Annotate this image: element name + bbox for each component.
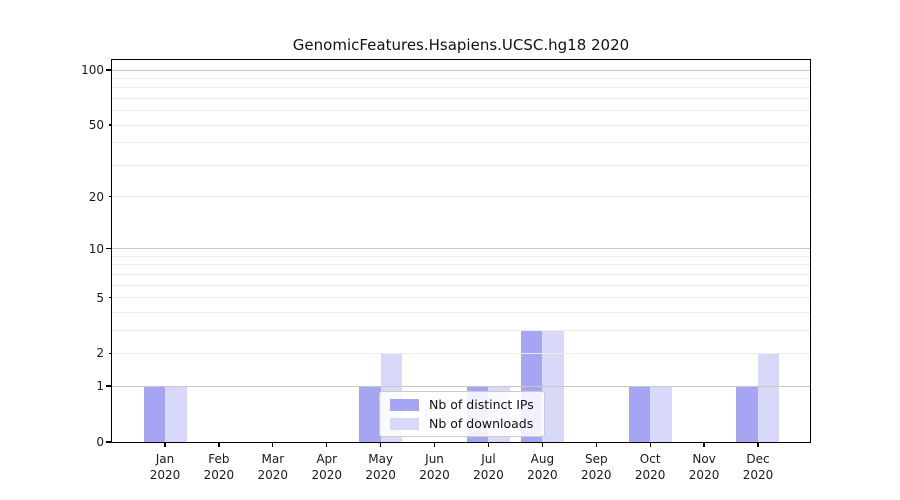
x-tick-label-jul: Jul 2020 [473,452,504,482]
x-tick-label-may: May 2020 [365,452,396,482]
x-tick-label-apr: Apr 2020 [311,452,342,482]
y-tick-label-1: 1 [96,379,104,394]
x-tick-label-feb: Feb 2020 [203,452,235,482]
bar-jan-downloads [165,386,187,442]
y-tick-label-5: 5 [96,290,104,305]
x-tick-nov [703,443,705,447]
legend-label-distinct-ips: Nb of distinct IPs [429,396,534,412]
x-tick-jan [164,443,166,447]
y-tick-50 [108,124,112,126]
x-tick-label-jan: Jan 2020 [149,452,181,482]
bar-dec-downloads [757,353,780,442]
x-tick-feb [218,443,220,447]
x-tick-jul [487,443,490,447]
x-tick-sep [595,443,597,447]
y-tick-label-100: 100 [81,63,104,77]
x-tick-label-nov: Nov 2020 [688,452,720,482]
bar-dec-distinct-ips [736,386,758,442]
legend-label-downloads: Nb of downloads [429,415,534,431]
x-tick-label-oct: Oct 2020 [634,452,666,482]
legend-swatch-downloads [390,417,419,430]
legend: Nb of distinct IPs Nb of downloads [379,391,545,437]
x-tick-jun [433,443,436,447]
y-tick-label-0: 0 [96,435,104,449]
plot-area: Nb of distinct IPs Nb of downloads [111,59,811,443]
x-tick-label-aug: Aug 2020 [527,452,558,482]
bar-may-distinct-ips [359,386,381,442]
y-tick-5 [108,296,112,299]
y-tick-100 [106,69,112,71]
x-tick-label-jun: Jun 2020 [419,452,450,482]
x-tick-label-sep: Sep 2020 [580,452,612,482]
y-tick-label-10: 10 [88,241,104,256]
bar-oct-distinct-ips [628,386,651,442]
y-tick-2 [108,352,112,355]
x-tick-label-mar: Mar 2020 [257,452,289,482]
bar-jan-distinct-ips [143,386,165,442]
y-tick-1 [106,385,112,387]
legend-item-downloads: Nb of downloads [390,415,534,431]
x-tick-may [379,443,382,447]
bars-layer [112,60,810,442]
y-tick-10 [106,248,112,250]
bar-aug-downloads [542,330,564,442]
x-tick-aug [541,443,543,447]
y-tick-label-20: 20 [88,189,104,204]
x-tick-apr [326,443,328,447]
y-tick-label-50: 50 [88,118,104,133]
x-tick-dec [757,443,759,447]
x-tick-label-dec: Dec 2020 [742,452,774,482]
y-tick-20 [108,195,112,198]
y-tick-0 [106,441,112,443]
legend-item-distinct-ips: Nb of distinct IPs [390,396,534,412]
y-tick-label-2: 2 [96,346,104,361]
x-tick-oct [649,443,651,447]
x-tick-mar [272,443,274,447]
legend-swatch-distinct-ips [390,398,419,411]
bar-oct-downloads [650,386,672,442]
chart-title: GenomicFeatures.Hsapiens.UCSC.hg18 2020 [292,36,630,54]
